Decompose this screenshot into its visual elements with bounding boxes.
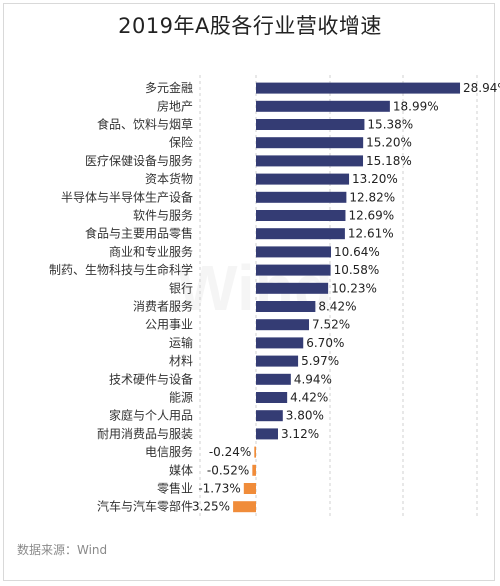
bar-19 bbox=[256, 410, 283, 422]
value-label: 4.94% bbox=[294, 372, 332, 386]
value-label: -0.52% bbox=[207, 463, 249, 477]
bar-16 bbox=[256, 355, 299, 367]
category-label: 食品与主要用品零售 bbox=[85, 226, 193, 241]
category-label: 软件与服务 bbox=[133, 208, 193, 223]
bar-22 bbox=[252, 464, 256, 476]
value-label: 10.64% bbox=[334, 245, 380, 259]
category-label: 保险 bbox=[169, 135, 193, 150]
value-label: 15.20% bbox=[366, 136, 412, 150]
value-label: 3.80% bbox=[286, 409, 324, 423]
value-label: 4.42% bbox=[290, 391, 328, 405]
category-label: 能源 bbox=[169, 391, 193, 405]
category-label: 零售业 bbox=[157, 481, 193, 496]
bar-13 bbox=[256, 301, 316, 312]
bar-5 bbox=[256, 155, 364, 167]
bar-24 bbox=[233, 501, 256, 513]
value-label: 7.52% bbox=[312, 318, 350, 332]
category-label: 制药、生物科技与生命科学 bbox=[49, 262, 193, 277]
value-label: 8.42% bbox=[318, 300, 356, 314]
category-label: 食品、饮料与烟草 bbox=[97, 117, 193, 132]
value-label: 10.58% bbox=[334, 263, 380, 277]
category-label: 技术硬件与设备 bbox=[109, 372, 193, 386]
category-label: 公用事业 bbox=[145, 318, 193, 332]
value-label: 15.18% bbox=[366, 154, 412, 168]
category-label: 媒体 bbox=[169, 463, 193, 477]
bar-7 bbox=[256, 191, 347, 203]
value-label: 18.99% bbox=[393, 99, 439, 113]
bar-11 bbox=[256, 264, 331, 276]
value-label: -1.73% bbox=[198, 482, 240, 496]
category-label: 材料 bbox=[169, 354, 193, 368]
bar-21 bbox=[254, 446, 256, 458]
value-label: 15.38% bbox=[367, 118, 413, 132]
category-label: 医疗保健设备与服务 bbox=[85, 153, 193, 168]
value-label: -3.25% bbox=[188, 500, 230, 514]
value-label: 10.23% bbox=[331, 281, 377, 295]
category-label: 房地产 bbox=[157, 98, 193, 113]
bar-1 bbox=[256, 82, 461, 94]
value-label: 12.61% bbox=[348, 227, 394, 241]
value-label: 12.82% bbox=[349, 190, 395, 204]
bar-2 bbox=[256, 100, 390, 112]
value-label: 12.69% bbox=[348, 209, 394, 223]
category-label: 银行 bbox=[169, 281, 193, 295]
category-label: 运输 bbox=[169, 335, 193, 350]
value-label: 13.20% bbox=[352, 172, 398, 186]
category-label: 消费者服务 bbox=[133, 299, 193, 314]
bar-10 bbox=[256, 246, 332, 258]
bar-15 bbox=[256, 337, 304, 349]
data-source-note: 数据来源：Wind bbox=[17, 543, 108, 557]
category-label: 汽车与汽车零部件 bbox=[97, 499, 193, 514]
bar-14 bbox=[256, 319, 310, 331]
value-label: 3.12% bbox=[281, 427, 319, 441]
bar-4 bbox=[256, 137, 364, 149]
value-label: 5.97% bbox=[301, 354, 339, 368]
bar-17 bbox=[256, 373, 291, 385]
category-label: 资本货物 bbox=[145, 171, 193, 186]
bar-18 bbox=[256, 392, 288, 403]
category-label: 家庭与个人用品 bbox=[109, 408, 193, 423]
category-label: 商业和专业服务 bbox=[109, 244, 193, 259]
bar-12 bbox=[256, 282, 329, 294]
bar-3 bbox=[256, 119, 365, 130]
category-label: 耐用消费品与服装 bbox=[97, 427, 193, 441]
bar-20 bbox=[256, 428, 278, 440]
bar-8 bbox=[256, 210, 346, 221]
value-label: -0.24% bbox=[209, 445, 251, 459]
value-label: 6.70% bbox=[306, 336, 344, 350]
bar-23 bbox=[243, 483, 256, 494]
category-label: 电信服务 bbox=[145, 444, 193, 459]
bar-9 bbox=[256, 228, 345, 240]
value-label: 28.94% bbox=[463, 81, 500, 95]
category-label: 半导体与半导体生产设备 bbox=[61, 190, 193, 204]
category-label: 多元金融 bbox=[145, 80, 193, 95]
bar-6 bbox=[256, 173, 350, 185]
chart-title: 2019年A股各行业营收增速 bbox=[118, 14, 382, 38]
